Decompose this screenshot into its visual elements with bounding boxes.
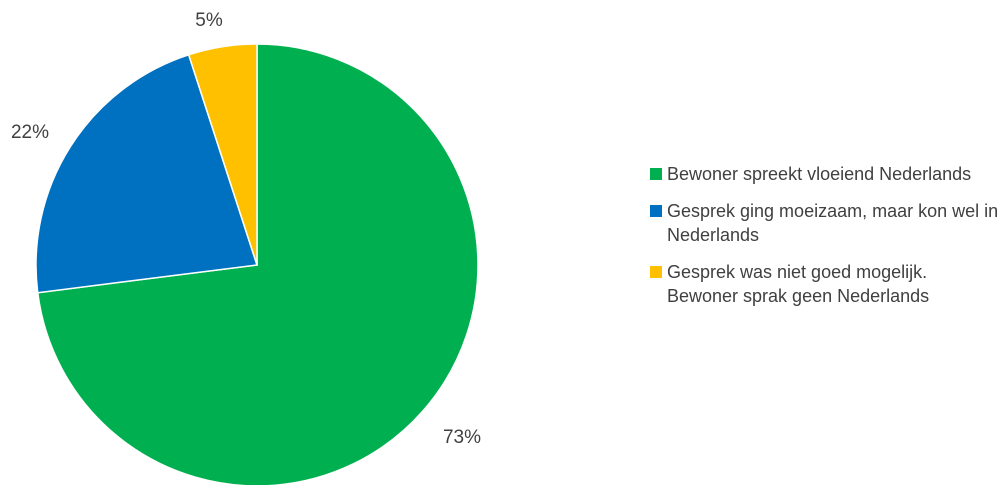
pie-slices (35, 43, 479, 485)
legend-swatch-blue (650, 205, 662, 217)
data-label-not-possible: 5% (195, 10, 223, 31)
legend-item-difficult: Gesprek ging moeizaam, maar kon wel in N… (650, 199, 1000, 247)
pie-data-labels: 73% 22% 5% (11, 10, 481, 448)
data-label-fluent: 73% (443, 427, 481, 448)
legend: Bewoner spreekt vloeiend Nederlands Gesp… (650, 162, 1000, 321)
data-label-difficult: 22% (11, 122, 49, 143)
pie-slice-difficult (35, 53, 258, 294)
legend-label: Gesprek was niet goed mogelijk. Bewoner … (667, 262, 930, 306)
legend-item-fluent: Bewoner spreekt vloeiend Nederlands (650, 162, 1000, 186)
legend-label: Gesprek ging moeizaam, maar kon wel in N… (667, 201, 999, 245)
pie-slice-fluent (36, 43, 479, 485)
legend-swatch-green (650, 168, 662, 180)
legend-label: Bewoner spreekt vloeiend Nederlands (667, 164, 972, 184)
legend-item-not-possible: Gesprek was niet goed mogelijk. Bewoner … (650, 260, 1000, 308)
pie-slice-not-possible (187, 43, 258, 266)
legend-swatch-yellow (650, 266, 662, 278)
